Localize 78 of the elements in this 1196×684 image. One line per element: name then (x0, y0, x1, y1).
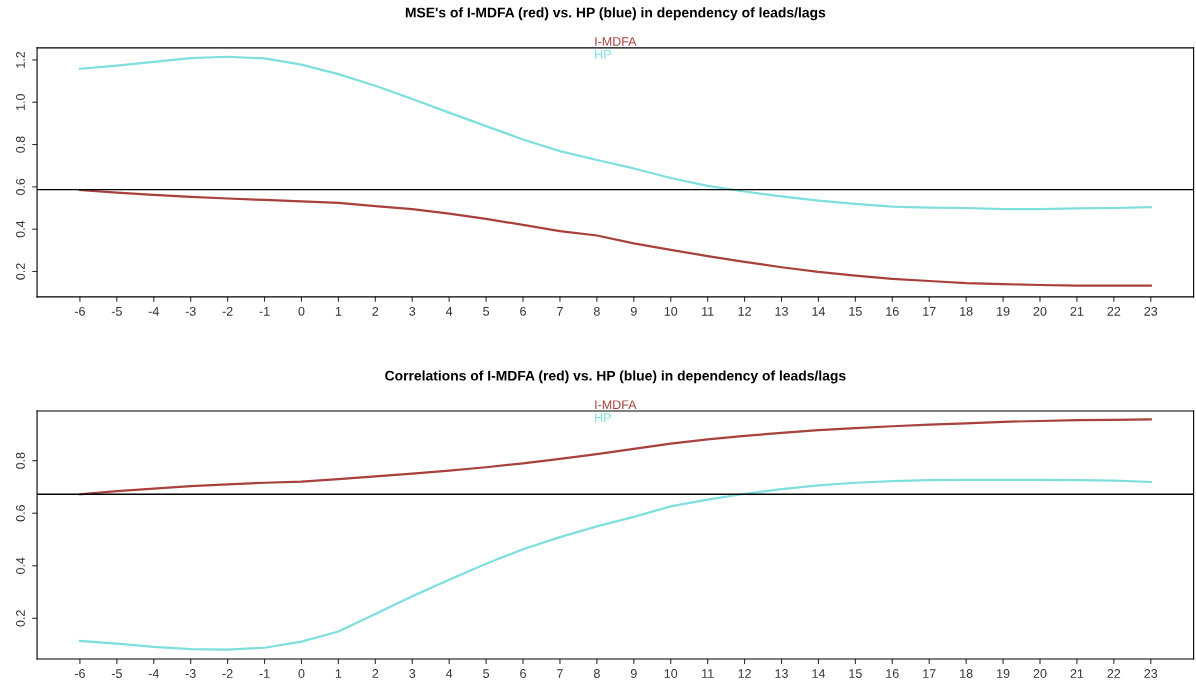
x-tick-label: 16 (886, 669, 899, 678)
x-tick-label: 12 (738, 306, 751, 316)
y-tick-label: 0.6 (16, 178, 25, 196)
x-tick-label: 7 (557, 669, 563, 678)
x-tick-label: -5 (111, 669, 122, 678)
x-tick-label: 21 (1070, 306, 1084, 316)
line-series (78, 478, 1152, 651)
x-tick-label: 5 (483, 307, 490, 316)
x-tick-label: 16 (886, 306, 899, 316)
x-tick-label: 6 (520, 669, 526, 678)
x-tick-label: 14 (812, 307, 826, 316)
x-tick-label: 14 (812, 669, 826, 678)
x-tick-label: -3 (185, 306, 196, 316)
y-tick-label: 1.0 (16, 94, 25, 110)
x-tick-label: 4 (445, 669, 453, 678)
y-tick-label: 0.2 (16, 610, 25, 627)
x-tick-label: 7 (557, 307, 563, 316)
x-tick-label: -5 (111, 307, 122, 316)
x-tick-label: -1 (259, 307, 270, 316)
x-tick-label: -2 (222, 306, 233, 316)
chart-title: Correlations of I-MDFA (red) vs. HP (blue) in dependency of leads/lags (385, 370, 846, 384)
x-tick-label: 1 (335, 669, 342, 678)
x-tick-label: 1 (335, 307, 342, 316)
y-tick-label: 1.2 (16, 51, 25, 68)
x-tick-label: 3 (409, 669, 416, 678)
x-tick-label: 23 (1144, 669, 1158, 678)
x-tick-label: 17 (923, 307, 936, 316)
x-tick-label: 2 (372, 669, 379, 678)
x-tick-label: 19 (997, 306, 1010, 316)
x-tick-label: 11 (702, 669, 714, 678)
x-tick-label: 19 (997, 669, 1010, 678)
x-tick-label: 15 (849, 669, 862, 678)
x-tick-label: -4 (148, 307, 159, 316)
x-tick-label: -4 (148, 669, 159, 678)
y-tick-label: 0.6 (16, 505, 25, 522)
x-tick-label: 6 (520, 306, 526, 316)
line-series (78, 188, 1152, 287)
x-tick-label: 11 (702, 307, 714, 316)
text: I-MDFA (595, 37, 637, 46)
x-tick-label: 0 (298, 669, 305, 678)
x-tick-label: 2 (372, 306, 379, 316)
x-tick-label: 4 (445, 307, 453, 316)
x-tick-label: 8 (593, 306, 600, 316)
x-tick-label: 10 (664, 669, 678, 678)
x-tick-label: 23 (1144, 306, 1158, 316)
x-tick-label: 18 (960, 306, 973, 316)
text: HP (595, 50, 611, 59)
text: I-MDFA (595, 400, 637, 409)
y-tick-label: 0.2 (16, 263, 25, 280)
y-tick-label: 0.4 (16, 220, 25, 238)
x-tick-label: 21 (1070, 669, 1084, 678)
x-tick-label: 18 (960, 669, 973, 678)
y-tick-label: 0.8 (16, 136, 25, 153)
x-tick-label: 9 (630, 669, 637, 678)
x-tick-label: -2 (222, 669, 233, 678)
x-tick-label: 10 (664, 306, 678, 316)
x-tick-label: 5 (483, 669, 490, 678)
x-tick-label: 9 (630, 306, 637, 316)
x-tick-label: 0 (298, 306, 305, 316)
x-tick-label: 13 (775, 669, 788, 678)
x-tick-label: 22 (1107, 669, 1121, 678)
x-tick-label: 17 (923, 669, 936, 678)
x-tick-label: -6 (74, 306, 85, 316)
y-tick-label: 0.4 (16, 557, 25, 574)
x-tick-label: -3 (185, 669, 196, 678)
x-tick-label: 12 (738, 669, 751, 678)
x-tick-label: -1 (259, 669, 270, 678)
text: HP (595, 413, 611, 422)
x-tick-label: 3 (409, 306, 416, 316)
x-tick-label: 22 (1107, 306, 1121, 316)
x-tick-label: 13 (775, 306, 788, 316)
x-tick-label: 20 (1033, 306, 1047, 316)
chart-title: MSE's of I-MDFA (red) vs. HP (blue) in dependency of leads/lags (405, 7, 826, 21)
x-tick-label: 20 (1033, 669, 1047, 678)
x-tick-label: -6 (74, 669, 85, 678)
x-tick-label: 8 (593, 669, 600, 678)
x-tick-label: 15 (849, 307, 862, 316)
y-tick-label: 0.8 (16, 452, 25, 469)
